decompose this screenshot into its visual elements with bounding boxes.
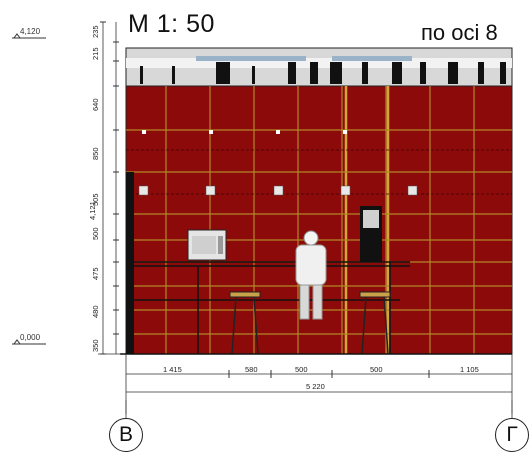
dim-horizontal-segment: 580 [245,365,258,374]
dim-vertical-segment: 235 [91,25,100,38]
level-top-label: 4,120 [20,27,41,36]
dim-horizontal-segment: 500 [295,365,308,374]
dim-vertical-segment: 640 [91,98,100,111]
coffee-machine [360,206,382,262]
dim-horizontal-total: 5 220 [306,382,325,391]
dim-vertical-segment: 475 [91,267,100,280]
dim-horizontal-segment: 1 415 [163,365,182,374]
person-figure [295,230,327,320]
dim-vertical-segment: 850 [91,147,100,160]
drawing-scale-label: М 1: 50 [128,10,215,38]
dim-vertical-segment: 215 [91,47,100,60]
counter [126,261,410,354]
ceiling-band [125,47,513,87]
axis-marker-right: Г [495,418,529,452]
bar-stools [229,291,391,298]
left-column [126,172,134,354]
dim-vertical-segment: 350 [91,339,100,352]
wall-sockets [138,185,418,196]
axis-marker-left: В [109,418,143,452]
microwave [187,229,227,261]
dim-vertical-segment: 505 [91,193,100,206]
vertical-dim-chain [98,22,121,355]
level-markers [12,33,46,345]
axis-view-title: по осі 8 [421,20,498,45]
dim-horizontal-segment: 1 105 [460,365,479,374]
level-bottom-label: 0,000 [20,333,41,342]
vertical-dim-ticks [100,21,119,355]
light-points [142,130,347,134]
dim-vertical-segment: 480 [91,305,100,318]
dim-horizontal-segment: 500 [370,365,383,374]
dim-vertical-segment: 500 [91,227,100,240]
